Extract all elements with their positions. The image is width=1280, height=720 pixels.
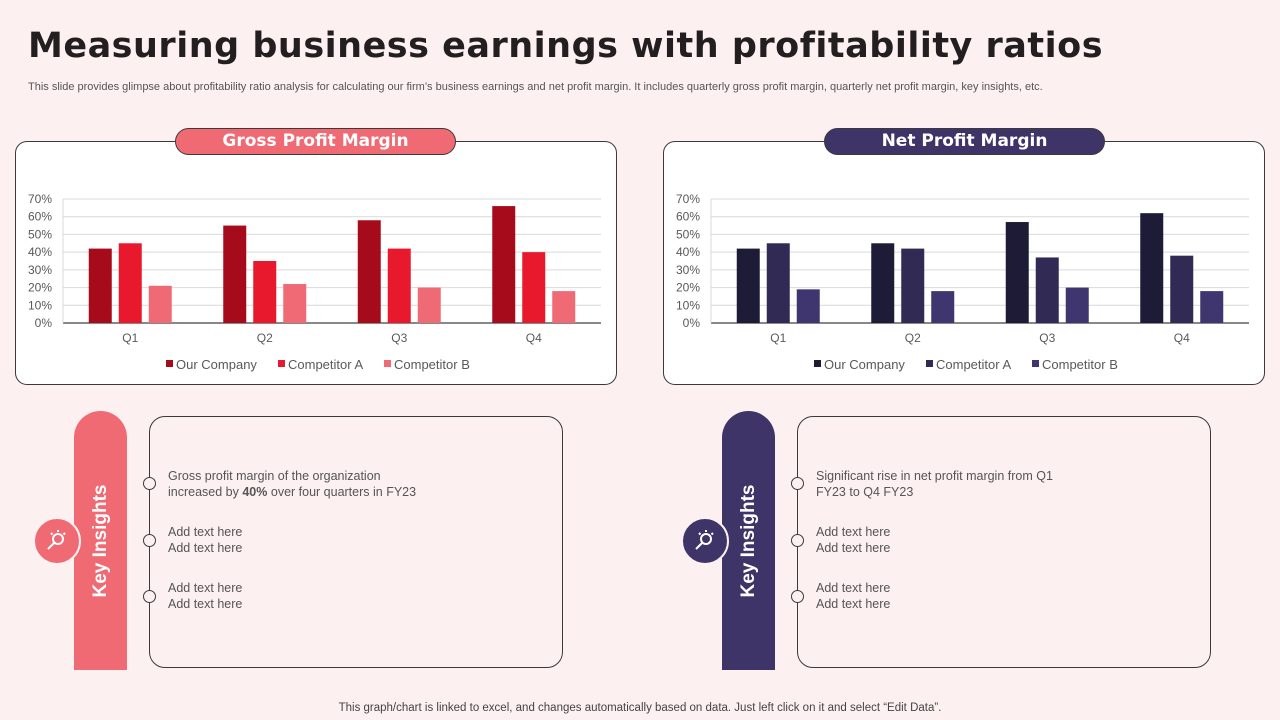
net-insights-box: Significant rise in net profit margin fr…	[791, 416, 1211, 668]
y-tick-label: 0%	[35, 316, 53, 330]
legend-label: Our Company	[176, 357, 257, 372]
bar-our-company	[1005, 222, 1029, 323]
gross-insights-box: Gross profit margin of the organization …	[143, 416, 563, 668]
y-tick-label: 0%	[683, 316, 701, 330]
bar-competitor-b	[1065, 287, 1089, 323]
legend-swatch	[384, 360, 391, 367]
bullet	[143, 534, 156, 547]
y-tick-label: 30%	[28, 263, 52, 277]
key-insights-label: Key Insights	[89, 484, 111, 598]
lightbulb-search-icon	[33, 517, 81, 565]
gross-chart-panel[interactable]: 0% 10% 20% 30% 40% 50% 60% 70% Q1 Q2 Q3 Q4 Our Compa…	[15, 141, 617, 385]
insight-text: Add text here Add text here	[816, 525, 891, 555]
bar-our-company	[492, 206, 516, 323]
bar-our-company	[357, 220, 381, 323]
legend-label: Competitor A	[936, 357, 1011, 372]
bullet	[791, 477, 804, 490]
y-tick-label: 70%	[28, 192, 52, 206]
insight-text: Gross profit margin of the organization …	[168, 469, 417, 499]
y-tick-label: 40%	[28, 245, 52, 259]
bar-competitor-a	[766, 243, 790, 323]
legend-swatch	[166, 360, 173, 367]
y-tick-label: 50%	[28, 227, 52, 241]
bullet	[791, 534, 804, 547]
legend-swatch	[926, 360, 933, 367]
x-tick-label: Q1	[770, 331, 786, 345]
bar-competitor-a	[387, 248, 411, 323]
footer-note: This graph/chart is linked to excel, and…	[338, 702, 942, 714]
bullet	[791, 590, 804, 603]
insight-text: Add text here Add text here	[168, 581, 243, 611]
bar-competitor-a	[118, 243, 142, 323]
lightbulb-search-icon	[681, 517, 729, 565]
insight-text: Add text here Add text here	[816, 581, 891, 611]
legend-label: Our Company	[824, 357, 905, 372]
legend-swatch	[814, 360, 821, 367]
gross-chart-title: Gross Profit Margin	[175, 128, 456, 155]
net-profit-chart[interactable]: 0% 10% 20% 30% 40% 50% 60% 70% Q1 Q2 Q3 Q4 Our Compa…	[664, 142, 1266, 386]
bar-our-company	[88, 248, 112, 323]
bar-competitor-b	[796, 289, 820, 323]
bar-our-company	[1140, 213, 1164, 323]
bar-our-company	[871, 243, 895, 323]
key-insights-pillar: Key Insights	[74, 411, 127, 670]
bullet	[143, 590, 156, 603]
key-insights-label: Key Insights	[737, 484, 759, 598]
y-tick-label: 40%	[676, 245, 700, 259]
y-tick-label: 30%	[676, 263, 700, 277]
y-tick-label: 10%	[28, 298, 52, 312]
y-tick-label: 20%	[676, 281, 700, 295]
bar-competitor-b	[931, 291, 955, 323]
x-tick-label: Q1	[122, 331, 138, 345]
legend-swatch	[278, 360, 285, 367]
bullet	[143, 477, 156, 490]
net-chart-panel[interactable]: 0% 10% 20% 30% 40% 50% 60% 70% Q1 Q2 Q3 Q4 Our Compa…	[663, 141, 1265, 385]
legend-swatch	[1032, 360, 1039, 367]
insight-text: Add text here Add text here	[168, 525, 243, 555]
bar-competitor-a	[901, 248, 925, 323]
bar-competitor-a	[1035, 257, 1059, 323]
insight-text: Significant rise in net profit margin fr…	[816, 469, 1053, 499]
x-tick-label: Q3	[391, 331, 407, 345]
bar-our-company	[223, 225, 247, 323]
y-tick-label: 70%	[676, 192, 700, 206]
y-tick-label: 60%	[676, 210, 700, 224]
legend-label: Competitor A	[288, 357, 363, 372]
bar-our-company	[736, 248, 760, 323]
x-tick-label: Q4	[526, 331, 542, 345]
y-tick-label: 10%	[676, 298, 700, 312]
legend-label: Competitor B	[394, 357, 470, 372]
bar-competitor-b	[148, 285, 172, 323]
bar-competitor-a	[253, 261, 277, 323]
gross-profit-chart[interactable]: 0% 10% 20% 30% 40% 50% 60% 70% Q1 Q2 Q3 Q4 Our Compa…	[16, 142, 618, 386]
x-tick-label: Q2	[905, 331, 921, 345]
legend-label: Competitor B	[1042, 357, 1118, 372]
y-tick-label: 20%	[28, 281, 52, 295]
bar-competitor-b	[283, 284, 307, 323]
y-tick-label: 50%	[676, 227, 700, 241]
bar-competitor-a	[1170, 255, 1194, 323]
bar-competitor-a	[522, 252, 546, 323]
page-subtitle: This slide provides glimpse about profit…	[28, 81, 1043, 93]
net-chart-title: Net Profit Margin	[824, 128, 1105, 155]
y-tick-label: 60%	[28, 210, 52, 224]
page-title: Measuring business earnings with profita…	[28, 26, 1104, 66]
x-tick-label: Q3	[1039, 331, 1055, 345]
x-tick-label: Q4	[1174, 331, 1190, 345]
bar-competitor-b	[1200, 291, 1224, 323]
x-tick-label: Q2	[257, 331, 273, 345]
key-insights-pillar: Key Insights	[722, 411, 775, 670]
bar-competitor-b	[417, 287, 441, 323]
bar-competitor-b	[552, 291, 576, 323]
